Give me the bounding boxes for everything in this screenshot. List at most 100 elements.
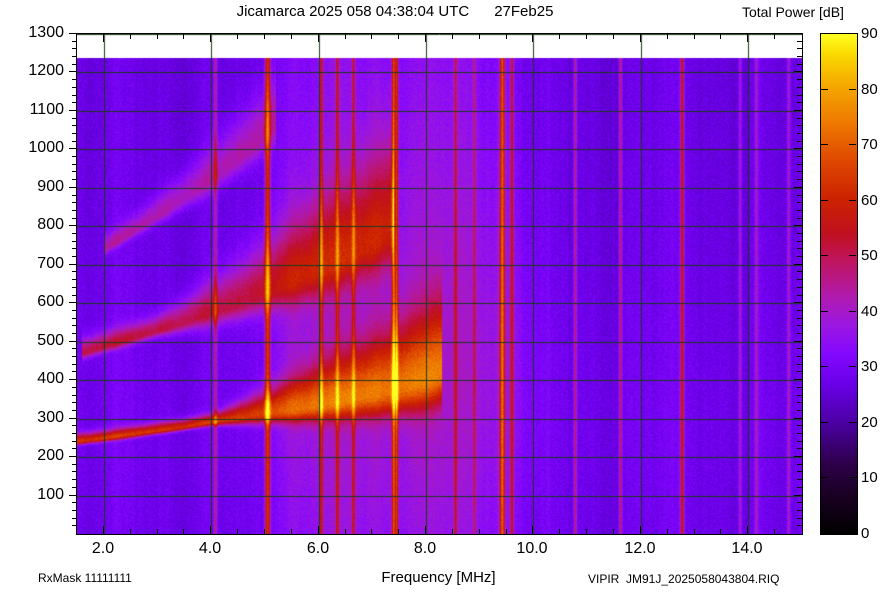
y-tick-minor <box>72 233 77 234</box>
y-tick-minor <box>72 41 77 42</box>
y-tick-right-minor <box>797 510 802 511</box>
y-tick-right-minor <box>797 210 802 211</box>
colorbar-tick-right <box>849 89 856 90</box>
heatmap-canvas <box>77 34 802 534</box>
x-tick-major <box>318 526 319 534</box>
y-tick-minor <box>72 395 77 396</box>
y-tick-minor <box>72 333 77 334</box>
y-tick-right-minor <box>797 425 802 426</box>
y-tick-minor <box>72 510 77 511</box>
x-tick-minor <box>130 529 131 534</box>
x-tick-minor <box>264 529 265 534</box>
x-tick-top-minor <box>157 34 158 39</box>
colorbar[interactable] <box>820 33 858 535</box>
y-tick-label: 600 <box>37 293 64 310</box>
y-tick-right-minor <box>797 325 802 326</box>
x-tick-minor <box>694 529 695 534</box>
y-tick-minor <box>72 371 77 372</box>
y-tick-minor <box>72 318 77 319</box>
y-tick-minor <box>72 287 77 288</box>
colorbar-tick-label: 40 <box>861 303 878 320</box>
x-tick-top-major <box>103 34 104 42</box>
colorbar-tick-right <box>849 477 856 478</box>
y-tick-label: 1000 <box>28 139 64 156</box>
y-tick-minor <box>72 479 77 480</box>
y-tick-label: 900 <box>37 178 64 195</box>
y-tick-right-minor <box>797 118 802 119</box>
y-tick-right-minor <box>797 256 802 257</box>
colorbar-tick-right <box>849 200 856 201</box>
plot-area[interactable] <box>76 33 803 535</box>
y-tick-right-minor <box>797 233 802 234</box>
y-tick-minor <box>72 295 77 296</box>
y-tick-right-minor <box>797 402 802 403</box>
colorbar-tick-label: 10 <box>861 469 878 486</box>
y-tick-right-minor <box>797 195 802 196</box>
y-tick-minor <box>72 79 77 80</box>
x-tick-minor <box>586 529 587 534</box>
y-tick-label: 1300 <box>28 24 64 41</box>
y-tick-minor <box>72 387 77 388</box>
x-tick-minor <box>774 529 775 534</box>
y-tick-label: 400 <box>37 370 64 387</box>
y-tick-right-minor <box>797 141 802 142</box>
x-tick-top-minor <box>613 34 614 39</box>
rxmask-footnote: RxMask 11111111 <box>38 571 132 585</box>
y-tick-minor <box>72 133 77 134</box>
x-tick-top-minor <box>586 34 587 39</box>
y-tick-minor <box>72 271 77 272</box>
x-tick-label: 8.0 <box>413 540 437 557</box>
y-tick-label: 300 <box>37 409 64 426</box>
y-tick-right-major <box>794 148 802 149</box>
colorbar-gradient <box>821 34 857 534</box>
x-tick-minor <box>291 529 292 534</box>
y-tick-minor <box>72 56 77 57</box>
y-tick-right-minor <box>797 356 802 357</box>
y-tick-minor <box>72 441 77 442</box>
colorbar-tick-left <box>821 422 828 423</box>
y-tick-major <box>69 71 77 72</box>
y-tick-minor <box>72 464 77 465</box>
x-tick-top-minor <box>720 34 721 39</box>
y-tick-right-minor <box>797 518 802 519</box>
y-tick-minor <box>72 64 77 65</box>
y-tick-right-minor <box>797 410 802 411</box>
x-tick-top-major <box>210 34 211 42</box>
y-tick-minor <box>72 471 77 472</box>
y-tick-minor <box>72 179 77 180</box>
y-tick-minor <box>72 141 77 142</box>
y-tick-minor <box>72 348 77 349</box>
y-tick-right-minor <box>797 133 802 134</box>
x-tick-top-minor <box>479 34 480 39</box>
y-tick-right-minor <box>797 333 802 334</box>
y-tick-minor <box>72 487 77 488</box>
y-tick-right-minor <box>797 179 802 180</box>
y-tick-right-minor <box>797 371 802 372</box>
y-tick-minor <box>72 48 77 49</box>
x-tick-major <box>532 526 533 534</box>
colorbar-tick-left <box>821 311 828 312</box>
y-tick-right-minor <box>797 487 802 488</box>
y-tick-right-minor <box>797 318 802 319</box>
y-tick-right-minor <box>797 348 802 349</box>
y-tick-major <box>69 264 77 265</box>
y-tick-right-minor <box>797 525 802 526</box>
y-tick-right-minor <box>797 102 802 103</box>
y-tick-right-minor <box>797 448 802 449</box>
y-tick-minor <box>72 310 77 311</box>
x-tick-minor <box>506 529 507 534</box>
x-tick-minor <box>559 529 560 534</box>
x-tick-top-major <box>425 34 426 42</box>
y-tick-minor <box>72 248 77 249</box>
y-tick-major <box>69 341 77 342</box>
y-tick-right-minor <box>797 364 802 365</box>
y-tick-minor <box>72 118 77 119</box>
y-tick-minor <box>72 356 77 357</box>
x-tick-minor <box>479 529 480 534</box>
x-tick-major <box>210 526 211 534</box>
y-tick-minor <box>72 202 77 203</box>
y-tick-right-minor <box>797 502 802 503</box>
x-tick-label: 12.0 <box>624 540 656 557</box>
x-tick-top-minor <box>398 34 399 39</box>
x-tick-label: 2.0 <box>91 540 115 557</box>
